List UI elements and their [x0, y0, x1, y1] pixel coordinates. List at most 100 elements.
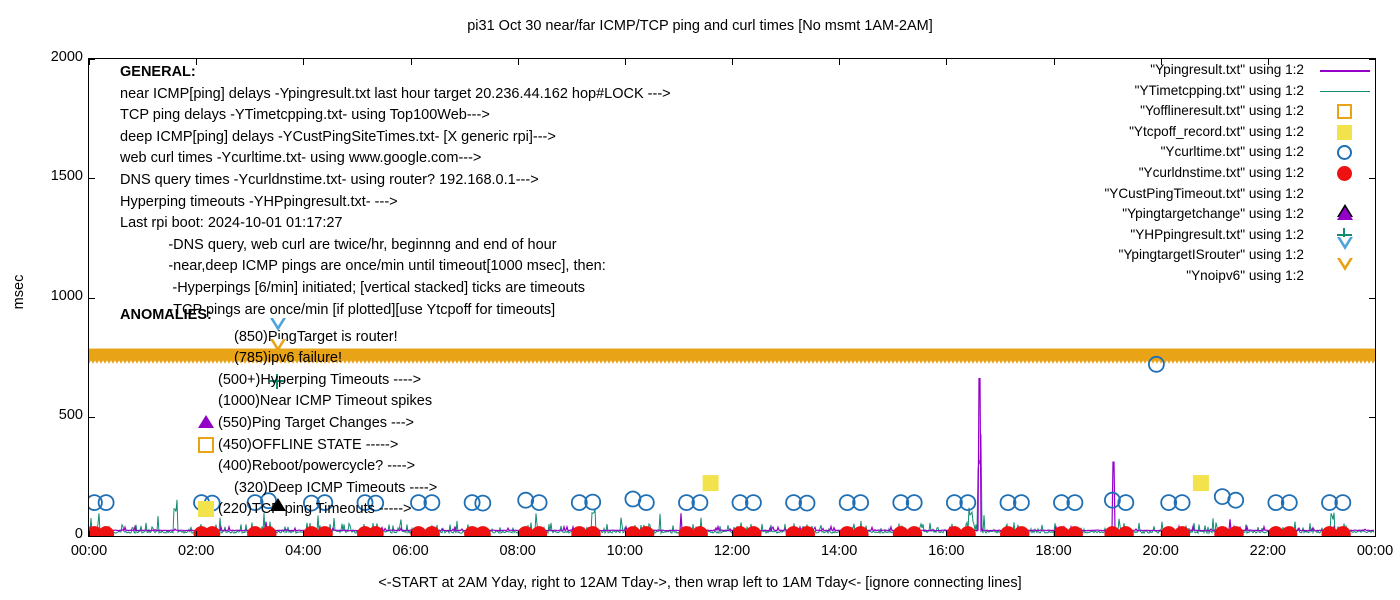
general-line: -DNS query, web curl are twice/hr, begin… — [120, 236, 557, 253]
y-tick-mark-right — [1369, 416, 1376, 418]
anomaly-row: (1000)Near ICMP Timeout spikes — [120, 391, 432, 413]
legend-entry[interactable]: "Yofflineresult.txt" using 1:2 — [1104, 101, 1376, 122]
legend-label: "YHPpingresult.txt" using 1:2 — [1130, 226, 1304, 242]
x-tick-label: 08:00 — [499, 543, 536, 559]
legend-entry[interactable]: "YpingtargetISrouter" using 1:2 — [1104, 237, 1376, 266]
legend-entry[interactable]: "Ypingtargetchange" using 1:2 — [1104, 204, 1376, 225]
filled-triangle-up-icon — [1337, 207, 1353, 221]
x-tick-label: 06:00 — [392, 543, 429, 559]
open-triangle-down-icon — [1337, 257, 1353, 286]
legend-line-swatch — [1320, 70, 1370, 72]
x-tick-mark — [1160, 531, 1162, 537]
legend-key — [1314, 60, 1376, 81]
x-tick-mark — [196, 531, 198, 537]
plot-canvas — [89, 348, 1375, 536]
y-tick-label: 0 — [74, 526, 83, 542]
general-line: -near,deep ICMP pings are once/min until… — [120, 258, 606, 275]
general-annotation-block: GENERAL: near ICMP[ping] delays -Ypingre… — [120, 62, 671, 321]
legend-entry[interactable]: "Ypingresult.txt" using 1:2 — [1104, 60, 1376, 81]
x-tick-label: 20:00 — [1142, 543, 1179, 559]
legend-entry[interactable]: "Ynoipv6" using 1:2 — [1104, 257, 1376, 287]
series-noipv6-band — [89, 348, 1375, 364]
anomaly-label: (550)Ping Target Changes ---> — [218, 414, 414, 431]
series-curldnstime-points — [89, 526, 1351, 536]
anomalies-heading: ANOMALIES: — [120, 307, 212, 323]
general-line: Hyperping timeouts -YHPpingresult.txt- -… — [120, 193, 398, 210]
y-tick-label: 1500 — [50, 168, 83, 185]
general-line: -Hyperpings [6/min] initiated; [vertical… — [120, 279, 585, 296]
x-tick-mark — [732, 531, 733, 537]
x-tick-mark — [517, 531, 519, 537]
legend-entry[interactable]: "YCustPingTimeout.txt" using 1:2 — [1104, 184, 1376, 217]
legend-entry[interactable]: "Ycurldnstime.txt" using 1:2 — [1104, 163, 1376, 184]
legend-key — [1314, 101, 1376, 122]
series-tcpping-trace — [89, 434, 1375, 535]
y-tick-mark — [88, 416, 95, 418]
plot-area — [89, 59, 1375, 536]
x-tick-mark — [1267, 531, 1269, 537]
series-tcpoff-points — [702, 475, 1209, 492]
anomaly-label: (320)Deep ICMP Timeouts ----> — [234, 479, 438, 496]
x-tick-mark — [303, 531, 305, 537]
anomaly-row: (320)Deep ICMP Timeouts ----> — [120, 478, 437, 511]
filled-square-icon — [198, 501, 214, 518]
anomaly-row: (220)TCP ping Timeouts -----> — [120, 499, 412, 521]
x-tick-label: 14:00 — [821, 543, 858, 559]
x-tick-mark-top — [1267, 59, 1269, 65]
legend-label: "YCustPingTimeout.txt" using 1:2 — [1104, 185, 1304, 201]
anomaly-row: (450)OFFLINE STATE -----> — [120, 435, 411, 457]
legend-entry[interactable]: "YTimetcpping.txt" using 1:2 — [1104, 81, 1376, 102]
anomaly-row: (850)PingTarget is router! — [120, 317, 411, 349]
general-line: -TCP pings are once/min [if plotted][use… — [120, 301, 556, 318]
x-tick-mark — [839, 531, 841, 537]
y-tick-mark-right — [1369, 59, 1376, 60]
legend-label: "Ynoipv6" using 1:2 — [1186, 267, 1304, 283]
legend-label: "Ypingresult.txt" using 1:2 — [1150, 62, 1304, 77]
legend-line-swatch — [1320, 90, 1370, 93]
general-line: TCP ping delays -YTimetcpping.txt- using… — [120, 107, 490, 124]
x-tick-mark — [89, 531, 90, 537]
general-line: deep ICMP[ping] delays -YCustPingSiteTim… — [120, 128, 556, 145]
anomaly-label: (400)Reboot/powercycle? ----> — [218, 458, 416, 475]
x-tick-mark-top — [1160, 59, 1162, 65]
legend-entry[interactable]: "YHPpingresult.txt" using 1:2 — [1104, 225, 1376, 246]
x-tick-mark — [624, 531, 626, 537]
x-tick-label: 00:00 — [1356, 543, 1394, 559]
general-line: DNS query times -Ycurldnstime.txt- using… — [120, 171, 539, 188]
legend-key — [1314, 184, 1376, 217]
legend-label: "Ytcpoff_record.txt" using 1:2 — [1129, 123, 1304, 139]
chart-title: pi31 Oct 30 near/far ICMP/TCP ping and c… — [467, 18, 933, 34]
y-tick-mark — [88, 536, 95, 537]
y-tick-label: 500 — [58, 406, 83, 423]
y-tick-label: 2000 — [50, 49, 83, 65]
y-tick-label: 1000 — [50, 287, 83, 304]
x-tick-label: 18:00 — [1035, 543, 1072, 559]
x-tick-mark-top — [946, 59, 948, 65]
legend-label: "Ypingtargetchange" using 1:2 — [1122, 206, 1304, 222]
x-tick-mark — [1053, 531, 1055, 537]
legend-label: "Ycurltime.txt" using 1:2 — [1160, 144, 1304, 160]
x-tick-label: 12:00 — [713, 543, 751, 559]
x-tick-mark-top — [624, 59, 626, 65]
anomaly-row: (785)ipv6 failure! — [120, 339, 411, 370]
legend-key — [1314, 142, 1376, 163]
x-tick-mark-top — [196, 59, 198, 65]
legend-entry[interactable]: "Ycurltime.txt" using 1:2 — [1104, 142, 1376, 163]
y-tick-mark — [88, 59, 95, 60]
x-tick-mark-top — [1053, 59, 1055, 65]
general-line: near ICMP[ping] delays -Ypingresult.txt … — [120, 85, 671, 102]
anomaly-row: (400)Reboot/powercycle? ----> — [120, 456, 415, 478]
legend-key — [1314, 204, 1376, 225]
anomalies-annotation-block: ANOMALIES: (850)PingTarget is router! (78… — [120, 305, 437, 521]
legend: "Ypingresult.txt" using 1:2 "YTimetcpping… — [1104, 60, 1376, 287]
y-tick-mark — [88, 178, 95, 180]
y-tick-mark-right — [1369, 297, 1376, 299]
filled-triangle-up-icon — [198, 414, 214, 428]
filled-circle-icon — [1337, 165, 1352, 181]
anomaly-row: (500+)Hyperping Timeouts ----> — [120, 370, 421, 392]
legend-entry[interactable]: "Ytcpoff_record.txt" using 1:2 — [1104, 122, 1376, 143]
x-tick-mark-top — [517, 59, 519, 65]
x-tick-label: 02:00 — [178, 543, 215, 559]
x-tick-mark — [1375, 531, 1376, 537]
